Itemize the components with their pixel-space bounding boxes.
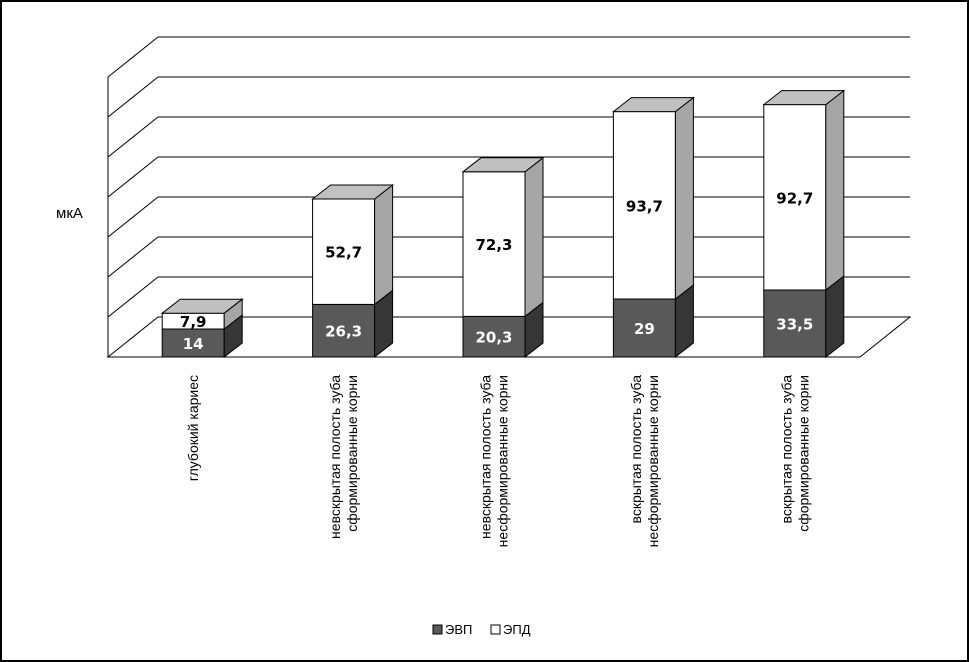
y-axis-label: мкА — [56, 205, 83, 222]
category-label-line: несформированные корни — [645, 375, 661, 547]
category-label: невскрытая полость зуба сформированные ко… — [327, 375, 360, 539]
bar-top — [160, 298, 244, 314]
bar-segment-side — [524, 156, 544, 318]
category-label-line: невскрытая полость зуба — [478, 375, 494, 539]
gridline-side — [107, 116, 159, 158]
bar-segment — [312, 303, 376, 358]
bar-segment — [763, 289, 827, 358]
category-label-line: несформированные корни — [495, 375, 511, 547]
chart-walls — [106, 77, 912, 358]
data-label: 92,7 — [776, 189, 813, 207]
data-label: 72,3 — [475, 236, 512, 254]
bar-segment — [462, 171, 526, 317]
category-label: вскрытая полость зуба сформированные корн… — [778, 375, 811, 532]
floor — [106, 316, 912, 358]
legend-label: ЭВП — [445, 622, 472, 637]
category-label-line: глубокий кариес — [185, 375, 201, 481]
category-label-line: вскрытая полость зуба — [628, 375, 644, 524]
gridline-side — [107, 76, 159, 118]
category-label-line: сформированные корни — [795, 375, 811, 532]
gridline-side — [107, 236, 159, 278]
bar-top — [311, 184, 395, 200]
bar-stack: 147,9 — [160, 298, 244, 359]
data-label: 7,9 — [180, 313, 207, 331]
legend: ЭВП ЭПД — [432, 622, 531, 637]
bar-top — [762, 90, 846, 106]
category-label: глубокий кариес — [185, 375, 201, 481]
bar-stack: 26,3 52,7 — [311, 183, 395, 359]
gridline-side — [107, 276, 159, 318]
gridline-side — [107, 36, 159, 78]
bar-top — [611, 97, 695, 113]
bar-stack: 29 93,7 — [611, 96, 695, 359]
bar-segment — [763, 104, 827, 291]
category-label: вскрытая полость зуба несформированные ко… — [628, 375, 661, 548]
bar-stack: 20,3 72,3 — [461, 156, 545, 359]
bar-stack: 33,5 92,7 — [762, 89, 846, 359]
legend-label: ЭПД — [503, 622, 531, 637]
bar-segment-side — [674, 96, 694, 301]
bar-segment-side — [374, 183, 394, 306]
gridline-side — [107, 196, 159, 238]
data-label: 33,5 — [776, 316, 813, 334]
bar-segment — [612, 298, 676, 358]
gridline-side — [107, 156, 159, 198]
data-label: 14 — [183, 335, 204, 353]
category-label: невскрытая полость зуба несформированные … — [478, 375, 511, 548]
data-label: 52,7 — [325, 244, 362, 262]
bar-segment — [462, 315, 526, 358]
data-label: 29 — [634, 320, 655, 338]
category-label-line: сформированные корни — [344, 375, 360, 532]
x-axis-labels: глубокий кариес невскрытая полость зуба сф… — [185, 375, 811, 548]
bar-segment-side — [825, 89, 845, 292]
legend-swatch — [490, 624, 501, 635]
legend-swatch — [432, 624, 443, 635]
category-label-line: невскрытая полость зуба — [327, 375, 343, 539]
bar-segment — [612, 111, 676, 300]
data-label: 26,3 — [325, 323, 362, 341]
category-label-line: вскрытая полость зуба — [778, 375, 794, 524]
data-label: 20,3 — [475, 329, 512, 347]
data-label: 93,7 — [626, 197, 663, 215]
bar-top — [461, 157, 545, 173]
